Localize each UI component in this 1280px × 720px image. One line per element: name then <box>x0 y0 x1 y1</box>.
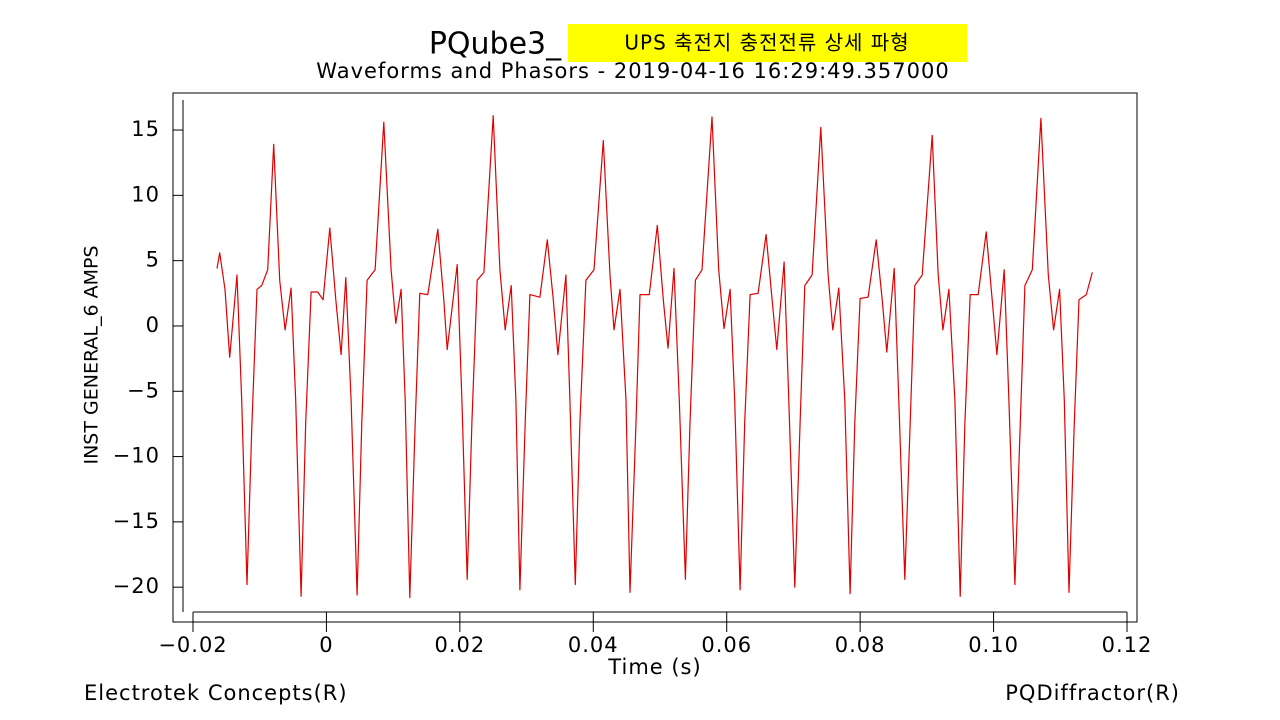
y-tick-label: −5 <box>127 378 160 402</box>
x-tick-label: 0.04 <box>568 633 619 657</box>
waveform-line <box>216 115 1093 599</box>
y-tick-label: 5 <box>146 248 160 272</box>
y-tick-label: 0 <box>146 313 160 337</box>
chart-subtitle: Waveforms and Phasors - 2019-04-16 16:29… <box>316 59 949 83</box>
y-tick-label: −15 <box>113 509 160 533</box>
chart-title: PQube3_ <box>429 27 562 62</box>
y-axis-label: INST GENERAL_6 AMPS <box>81 245 103 464</box>
footer-right: PQDiffractor(R) <box>1005 681 1180 705</box>
x-tick-label: 0 <box>319 633 333 657</box>
x-tick-label: 0.12 <box>1102 633 1153 657</box>
x-tick-label: 0.10 <box>968 633 1019 657</box>
x-tick-label: −0.02 <box>158 633 227 657</box>
footer-left: Electrotek Concepts(R) <box>84 681 348 705</box>
y-tick-label: −10 <box>113 444 160 468</box>
y-tick-label: 10 <box>131 182 160 206</box>
annotation-box <box>568 24 967 62</box>
x-tick-label: 0.06 <box>701 633 752 657</box>
x-axis-label: Time (s) <box>607 655 701 679</box>
y-tick-label: 15 <box>131 117 160 141</box>
plot-frame <box>172 92 1138 623</box>
y-tick-label: −20 <box>113 574 160 598</box>
x-tick-label: 0.08 <box>835 633 886 657</box>
x-tick-label: 0.02 <box>434 633 485 657</box>
annotation: UPS 축전지 충전전류 상세 파형 <box>624 31 909 55</box>
